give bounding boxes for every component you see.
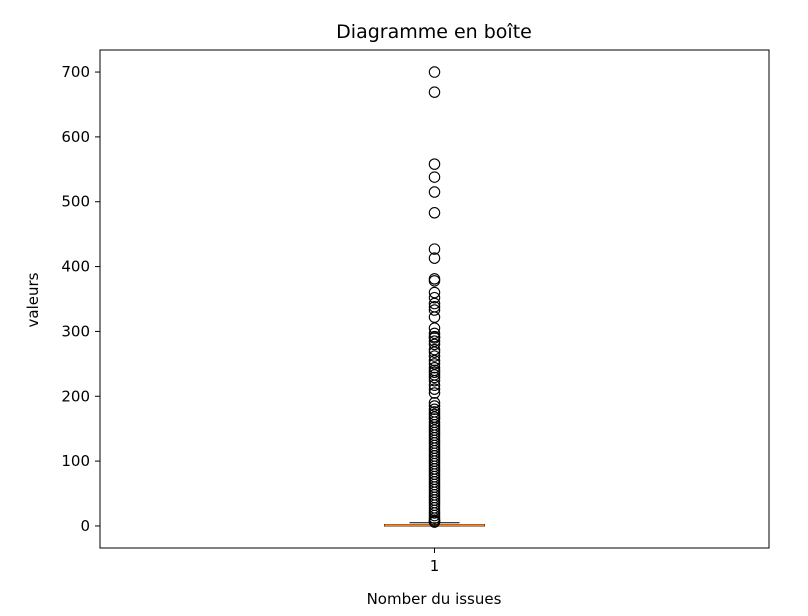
outlier-point-33 bbox=[428, 379, 441, 391]
outlier-point-26 bbox=[428, 358, 441, 370]
outlier-point-17 bbox=[428, 327, 441, 340]
outlier-point-77 bbox=[428, 504, 441, 517]
outlier-point-20 bbox=[428, 335, 441, 347]
outlier-point-32 bbox=[428, 374, 441, 387]
y-tick-label-100: 100 bbox=[61, 452, 90, 470]
outlier-point-27 bbox=[428, 361, 441, 374]
outlier-point-21 bbox=[428, 338, 441, 351]
outlier-point-38 bbox=[428, 403, 441, 415]
y-axis-label: valeurs bbox=[24, 272, 42, 327]
y-axis: 0 100 200 300 400 500 600 700 bbox=[61, 63, 100, 535]
outlier-point-10 bbox=[428, 286, 441, 299]
outlier-point-78 bbox=[428, 507, 441, 519]
outlier-point-36 bbox=[428, 396, 441, 409]
outlier-point-2 bbox=[428, 158, 441, 170]
outlier-point-7 bbox=[428, 252, 441, 264]
outlier-point-5 bbox=[428, 207, 441, 219]
outlier-point-6 bbox=[428, 243, 441, 255]
outlier-point-42 bbox=[428, 413, 441, 425]
outlier-point-83 bbox=[428, 516, 441, 528]
outlier-point-34 bbox=[428, 383, 441, 395]
outlier-point-4 bbox=[428, 186, 441, 198]
x-axis: 1 bbox=[430, 548, 440, 575]
outlier-point-9 bbox=[428, 275, 441, 287]
y-tick-label-0: 0 bbox=[80, 517, 90, 535]
outlier-point-24 bbox=[428, 350, 441, 362]
outlier-point-19 bbox=[428, 332, 441, 344]
outlier-point-35 bbox=[428, 387, 441, 399]
y-tick-label-700: 700 bbox=[61, 63, 90, 81]
chart-title: Diagramme en boîte bbox=[336, 21, 532, 43]
outlier-point-30 bbox=[428, 369, 441, 381]
plot-area bbox=[99, 49, 770, 549]
y-tick-label-500: 500 bbox=[61, 193, 90, 211]
y-tick-label-300: 300 bbox=[61, 322, 90, 340]
outlier-point-12 bbox=[428, 297, 441, 310]
outlier-point-0 bbox=[428, 66, 441, 78]
outlier-point-25 bbox=[428, 354, 441, 367]
plot-frame bbox=[99, 49, 770, 549]
y-tick-label-200: 200 bbox=[61, 387, 90, 405]
outlier-point-11 bbox=[428, 291, 441, 304]
outlier-point-15 bbox=[428, 311, 441, 323]
outlier-point-23 bbox=[428, 346, 441, 358]
x-tick-label-0: 1 bbox=[430, 557, 440, 575]
outlier-point-37 bbox=[428, 400, 441, 412]
outlier-point-16 bbox=[428, 322, 441, 334]
x-axis-label: Nomber du issues bbox=[367, 590, 502, 608]
y-tick-label-600: 600 bbox=[61, 128, 90, 146]
outlier-point-1 bbox=[428, 86, 441, 98]
outlier-point-31 bbox=[428, 371, 441, 384]
outlier-point-79 bbox=[428, 509, 441, 522]
y-tick-label-400: 400 bbox=[61, 258, 90, 276]
outlier-point-29 bbox=[428, 366, 441, 379]
outlier-point-22 bbox=[428, 343, 441, 356]
outlier-point-3 bbox=[428, 171, 441, 183]
outlier-point-14 bbox=[428, 304, 441, 316]
